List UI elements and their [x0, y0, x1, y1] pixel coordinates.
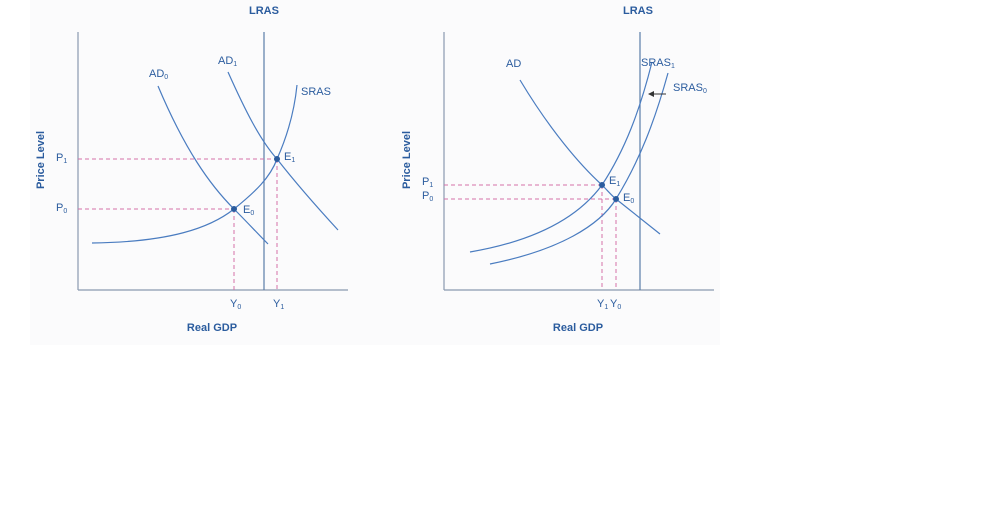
- curve-label-text: AD: [506, 58, 521, 70]
- equilibrium-label: E0: [243, 204, 254, 217]
- equilibrium-point: [599, 182, 605, 188]
- price-label-subscript: 0: [63, 208, 67, 215]
- curve-label: AD0: [149, 68, 168, 81]
- quantity-label: Y1: [597, 298, 608, 311]
- price-label: P1: [422, 176, 433, 189]
- equilibrium-label-subscript: 0: [250, 210, 254, 217]
- y-axis-title: Price Level: [35, 131, 47, 189]
- curve-label-subscript: 1: [233, 61, 237, 68]
- price-label: P0: [56, 202, 67, 215]
- curve-label-text: SRAS: [641, 57, 671, 69]
- right-panel: [443, 32, 714, 291]
- figure-background: [30, 0, 720, 345]
- curve-label-text: SRAS: [673, 82, 703, 94]
- quantity-label: Y0: [230, 298, 241, 311]
- curve-label-subscript: 1: [671, 63, 675, 70]
- price-label-text: P: [422, 176, 429, 188]
- curve-label-subscript: 0: [703, 88, 707, 95]
- equilibrium-label-subscript: 0: [630, 198, 634, 205]
- curve-label-subscript: 0: [164, 74, 168, 81]
- equilibrium-label-text: E: [609, 175, 616, 187]
- price-label-text: P: [56, 152, 63, 164]
- price-label-subscript: 1: [63, 158, 67, 165]
- curve-label: AD: [506, 58, 521, 70]
- ad-curve: [157, 85, 269, 245]
- quantity-label-text: Y: [610, 298, 618, 310]
- price-label: P0: [422, 190, 433, 203]
- curve-label: AD1: [218, 55, 237, 68]
- curve-label: SRAS0: [673, 82, 707, 95]
- quantity-label: Y1: [273, 298, 284, 311]
- price-label-subscript: 0: [429, 196, 433, 203]
- lras-label: LRAS: [623, 5, 653, 17]
- quantity-label-text: Y: [230, 298, 238, 310]
- equilibrium-label: E1: [284, 151, 295, 164]
- curve-label: SRAS: [301, 86, 331, 98]
- price-label-subscript: 1: [429, 182, 433, 189]
- equilibrium-label-subscript: 1: [616, 181, 620, 188]
- x-axis-title: Real GDP: [187, 322, 237, 334]
- curve-label-text: AD: [149, 68, 164, 80]
- curve-label-text: AD: [218, 55, 233, 67]
- equilibrium-label-subscript: 1: [291, 157, 295, 164]
- price-label-text: P: [56, 202, 63, 214]
- quantity-label-text: Y: [273, 298, 281, 310]
- lras-label: LRAS: [249, 5, 279, 17]
- equilibrium-label: E1: [609, 175, 620, 188]
- quantity-label-subscript: 0: [617, 304, 621, 311]
- equilibrium-label-text: E: [284, 151, 291, 163]
- quantity-label: Y0: [610, 298, 621, 311]
- equilibrium-point: [231, 206, 237, 212]
- y-axis-title: Price Level: [401, 131, 413, 189]
- equilibrium-point: [613, 196, 619, 202]
- sras-curve: [91, 84, 298, 244]
- left-panel: [77, 32, 348, 291]
- shift-arrowhead: [648, 91, 654, 97]
- equilibrium-label-text: E: [243, 204, 250, 216]
- curve-label-text: SRAS: [301, 86, 331, 98]
- equilibrium-label: E0: [623, 192, 634, 205]
- quantity-label-subscript: 1: [280, 304, 284, 311]
- quantity-label-text: Y: [597, 298, 605, 310]
- curve-label: SRAS1: [641, 57, 675, 70]
- quantity-label-subscript: 0: [237, 304, 241, 311]
- price-label-text: P: [422, 190, 429, 202]
- equilibrium-label-text: E: [623, 192, 630, 204]
- quantity-label-subscript: 1: [604, 304, 608, 311]
- equilibrium-point: [274, 156, 280, 162]
- x-axis-title: Real GDP: [553, 322, 603, 334]
- ad-curve: [519, 79, 661, 235]
- price-label: P1: [56, 152, 67, 165]
